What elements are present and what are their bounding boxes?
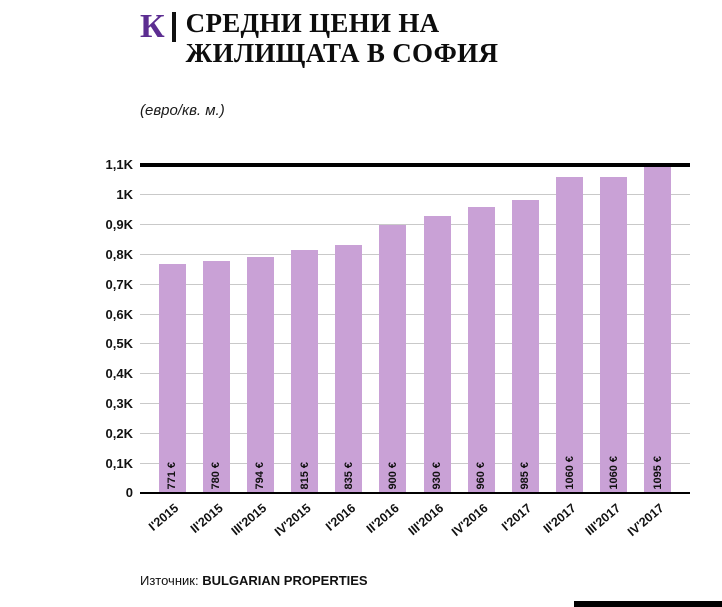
x-tick-label: I'2015 [145, 501, 182, 535]
bar-III'2015: 794 € [246, 256, 274, 494]
source-value: BULGARIAN PROPERTIES [202, 573, 368, 589]
bar-IV'2015: 815 € [291, 250, 319, 494]
y-tick-label: 0,7K [105, 276, 133, 292]
bar-I'2016: 835 € [335, 244, 363, 494]
bar-slot: 794 € [238, 165, 282, 494]
logo-divider-bar [171, 12, 176, 42]
bar-value-label: 794 € [254, 461, 267, 490]
x-tick-slot: III'2017 [582, 493, 636, 551]
bar-III'2017: 1060 € [600, 177, 628, 494]
chart-header: К СРЕДНИ ЦЕНИ НА ЖИЛИЩАТА В СОФИЯ (евро/… [140, 8, 722, 119]
bar-value-label: 960 € [475, 461, 488, 490]
bar-slot: 835 € [327, 165, 371, 494]
x-tick-slot: I'2017 [499, 493, 547, 551]
gridline [140, 432, 690, 434]
x-tick-label: I'2016 [322, 501, 358, 535]
gridline [140, 313, 690, 315]
bar-slot: 900 € [371, 165, 415, 494]
x-tick-slot: II'2016 [364, 493, 415, 551]
bar-value-label: 771 € [166, 461, 179, 490]
y-tick-label: 0,9K [105, 217, 133, 233]
source-line: Източник: BULGARIAN PROPERTIES [140, 573, 722, 588]
bar-I'2017: 985 € [511, 199, 539, 494]
y-tick-label: 1K [116, 187, 133, 203]
bar-slot: 771 € [150, 165, 194, 494]
bar-value-label: 900 € [386, 461, 399, 490]
bar-slot: 1095 € [636, 165, 680, 494]
bar-slot: 780 € [194, 165, 238, 494]
bar-II'2016: 900 € [379, 225, 407, 494]
bars-container: 771 € 780 € 794 € 815 € 835 € 900 € 930 € 960 €… [140, 165, 690, 494]
bar-chart: 0 0,1K 0,2K 0,3K 0,4K 0,5K 0,6K 0,7K 0,8K 0,9K 1K 1… [106, 157, 690, 551]
source-label: Източник: [140, 573, 199, 589]
bar-slot: 815 € [283, 165, 327, 494]
title-row: К СРЕДНИ ЦЕНИ НА ЖИЛИЩАТА В СОФИЯ [140, 8, 722, 68]
x-tick-slot: IV'2015 [272, 493, 327, 551]
bar-IV'2016: 960 € [467, 207, 495, 494]
x-tick-slot: IV'2017 [625, 493, 680, 551]
x-tick-slot: I'2016 [323, 493, 371, 551]
gridline [140, 373, 690, 375]
chart-unit-label: (евро/кв. м.) [140, 102, 225, 120]
y-axis-labels: 0 0,1K 0,2K 0,3K 0,4K 0,5K 0,6K 0,7K 0,8K 0,9K 1K 1… [106, 157, 690, 500]
gridline [140, 403, 690, 405]
y-tick-label: 0,8K [105, 246, 133, 262]
x-tick-label: I'2017 [499, 501, 535, 535]
bar-slot: 1060 € [548, 165, 592, 494]
bar-III'2016: 930 € [423, 216, 451, 494]
y-tick-label: 0,1K [105, 455, 133, 471]
bar-I'2015: 771 € [158, 263, 186, 494]
x-tick-slot: III'2016 [406, 493, 459, 551]
gridline [140, 283, 690, 285]
gridline [140, 343, 690, 345]
bar-slot: 960 € [459, 165, 503, 494]
bar-value-label: 1060 € [607, 455, 620, 490]
bar-II'2015: 780 € [202, 260, 230, 494]
y-tick-label: 0,6K [105, 306, 133, 322]
bar-value-label: 815 € [298, 461, 311, 490]
y-tick-label: 0,5K [105, 336, 133, 352]
y-tick-label: 0 [125, 485, 133, 501]
axis-top-line [140, 163, 690, 168]
bar-value-label: 930 € [431, 461, 444, 490]
gridline [140, 462, 690, 464]
bar-value-label: 1060 € [563, 455, 576, 490]
bar-IV'2017: 1095 € [644, 166, 672, 494]
bar-II'2017: 1060 € [556, 177, 584, 494]
bar-slot: 930 € [415, 165, 459, 494]
bar-slot: 985 € [503, 165, 547, 494]
plot-area: 0 0,1K 0,2K 0,3K 0,4K 0,5K 0,6K 0,7K 0,8K 0,9K 1K 1… [106, 157, 690, 500]
y-tick-label: 0,3K [105, 396, 133, 412]
bar-value-label: 835 € [342, 461, 355, 490]
chart-title: СРЕДНИ ЦЕНИ НА ЖИЛИЩАТА В СОФИЯ [186, 8, 499, 68]
y-tick-label: 0,2K [105, 425, 133, 441]
y-tick-label: 1,1K [105, 157, 133, 173]
gridline [140, 194, 690, 196]
bottom-right-rule [574, 601, 722, 607]
x-tick-slot: I'2015 [146, 493, 194, 551]
gridline [140, 224, 690, 226]
chart-title-line2: ЖИЛИЩАТА В СОФИЯ [185, 38, 499, 69]
x-tick-slot: III'2015 [229, 493, 282, 551]
x-tick-slot: IV'2016 [449, 493, 503, 551]
bar-value-label: 780 € [210, 461, 223, 490]
bar-slot: 1060 € [592, 165, 636, 494]
bar-value-label: 1095 € [651, 455, 664, 490]
gridline [140, 253, 690, 255]
x-tick-slot: II'2017 [541, 493, 592, 551]
bar-value-label: 985 € [519, 461, 532, 490]
logo-letter: К [140, 8, 165, 45]
chart-title-line1: СРЕДНИ ЦЕНИ НА [185, 8, 440, 38]
capital-logo: К [140, 8, 176, 44]
y-tick-label: 0,4K [105, 366, 133, 382]
x-tick-slot: II'2015 [187, 493, 238, 551]
x-axis-labels: I'2015 II'2015 III'2015 IV'2015 I'2016 II'201… [140, 493, 690, 551]
axis-baseline [140, 492, 690, 495]
